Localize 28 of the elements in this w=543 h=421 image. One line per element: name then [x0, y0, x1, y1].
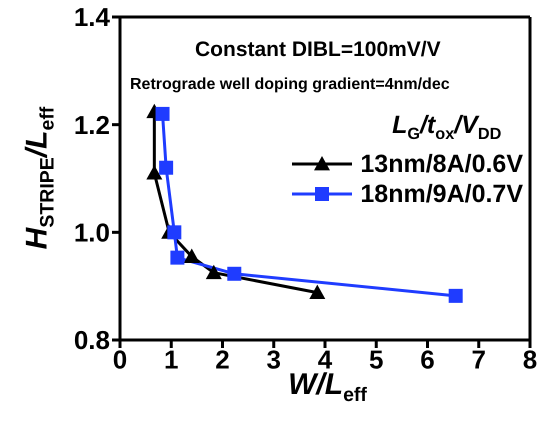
- legend-label: 18nm/9A/0.7V: [360, 179, 523, 209]
- point: [206, 264, 222, 280]
- x-tick-label: 1: [164, 344, 178, 374]
- x-tick-label: 0: [112, 344, 128, 374]
- x-tick-label: 5: [369, 344, 384, 374]
- point: [156, 106, 170, 121]
- x-tick-label: 6: [420, 344, 435, 374]
- y-tick-label: 0.8: [74, 325, 110, 356]
- x-tick-label: 2: [215, 344, 230, 374]
- x-tick-label: 3: [266, 344, 281, 374]
- annotation: Constant DIBL=100mV/V: [195, 38, 441, 62]
- y-tick-label: 1.4: [74, 2, 111, 32]
- point: [159, 160, 174, 175]
- legend-title: L$_{G}$/t$_{ox}$/V$_{DD}$: [391, 110, 502, 145]
- point: [170, 250, 184, 265]
- x-axis-title: W/L$_{eff}$: [288, 368, 367, 406]
- point: [309, 284, 326, 300]
- x-tick-label: 8: [522, 344, 538, 374]
- point: [227, 266, 242, 281]
- annotation: Retrograde well doping gradient=4nm/dec: [130, 76, 450, 94]
- legend-label: 13nm/8A/0.6V: [360, 149, 523, 179]
- x-tick-label: 7: [472, 344, 486, 374]
- y-tick-label: 1.0: [74, 218, 110, 248]
- point: [184, 248, 200, 263]
- y-tick-label: 1.2: [74, 110, 110, 140]
- point: [146, 165, 162, 180]
- point: [448, 288, 463, 303]
- point: [167, 225, 182, 240]
